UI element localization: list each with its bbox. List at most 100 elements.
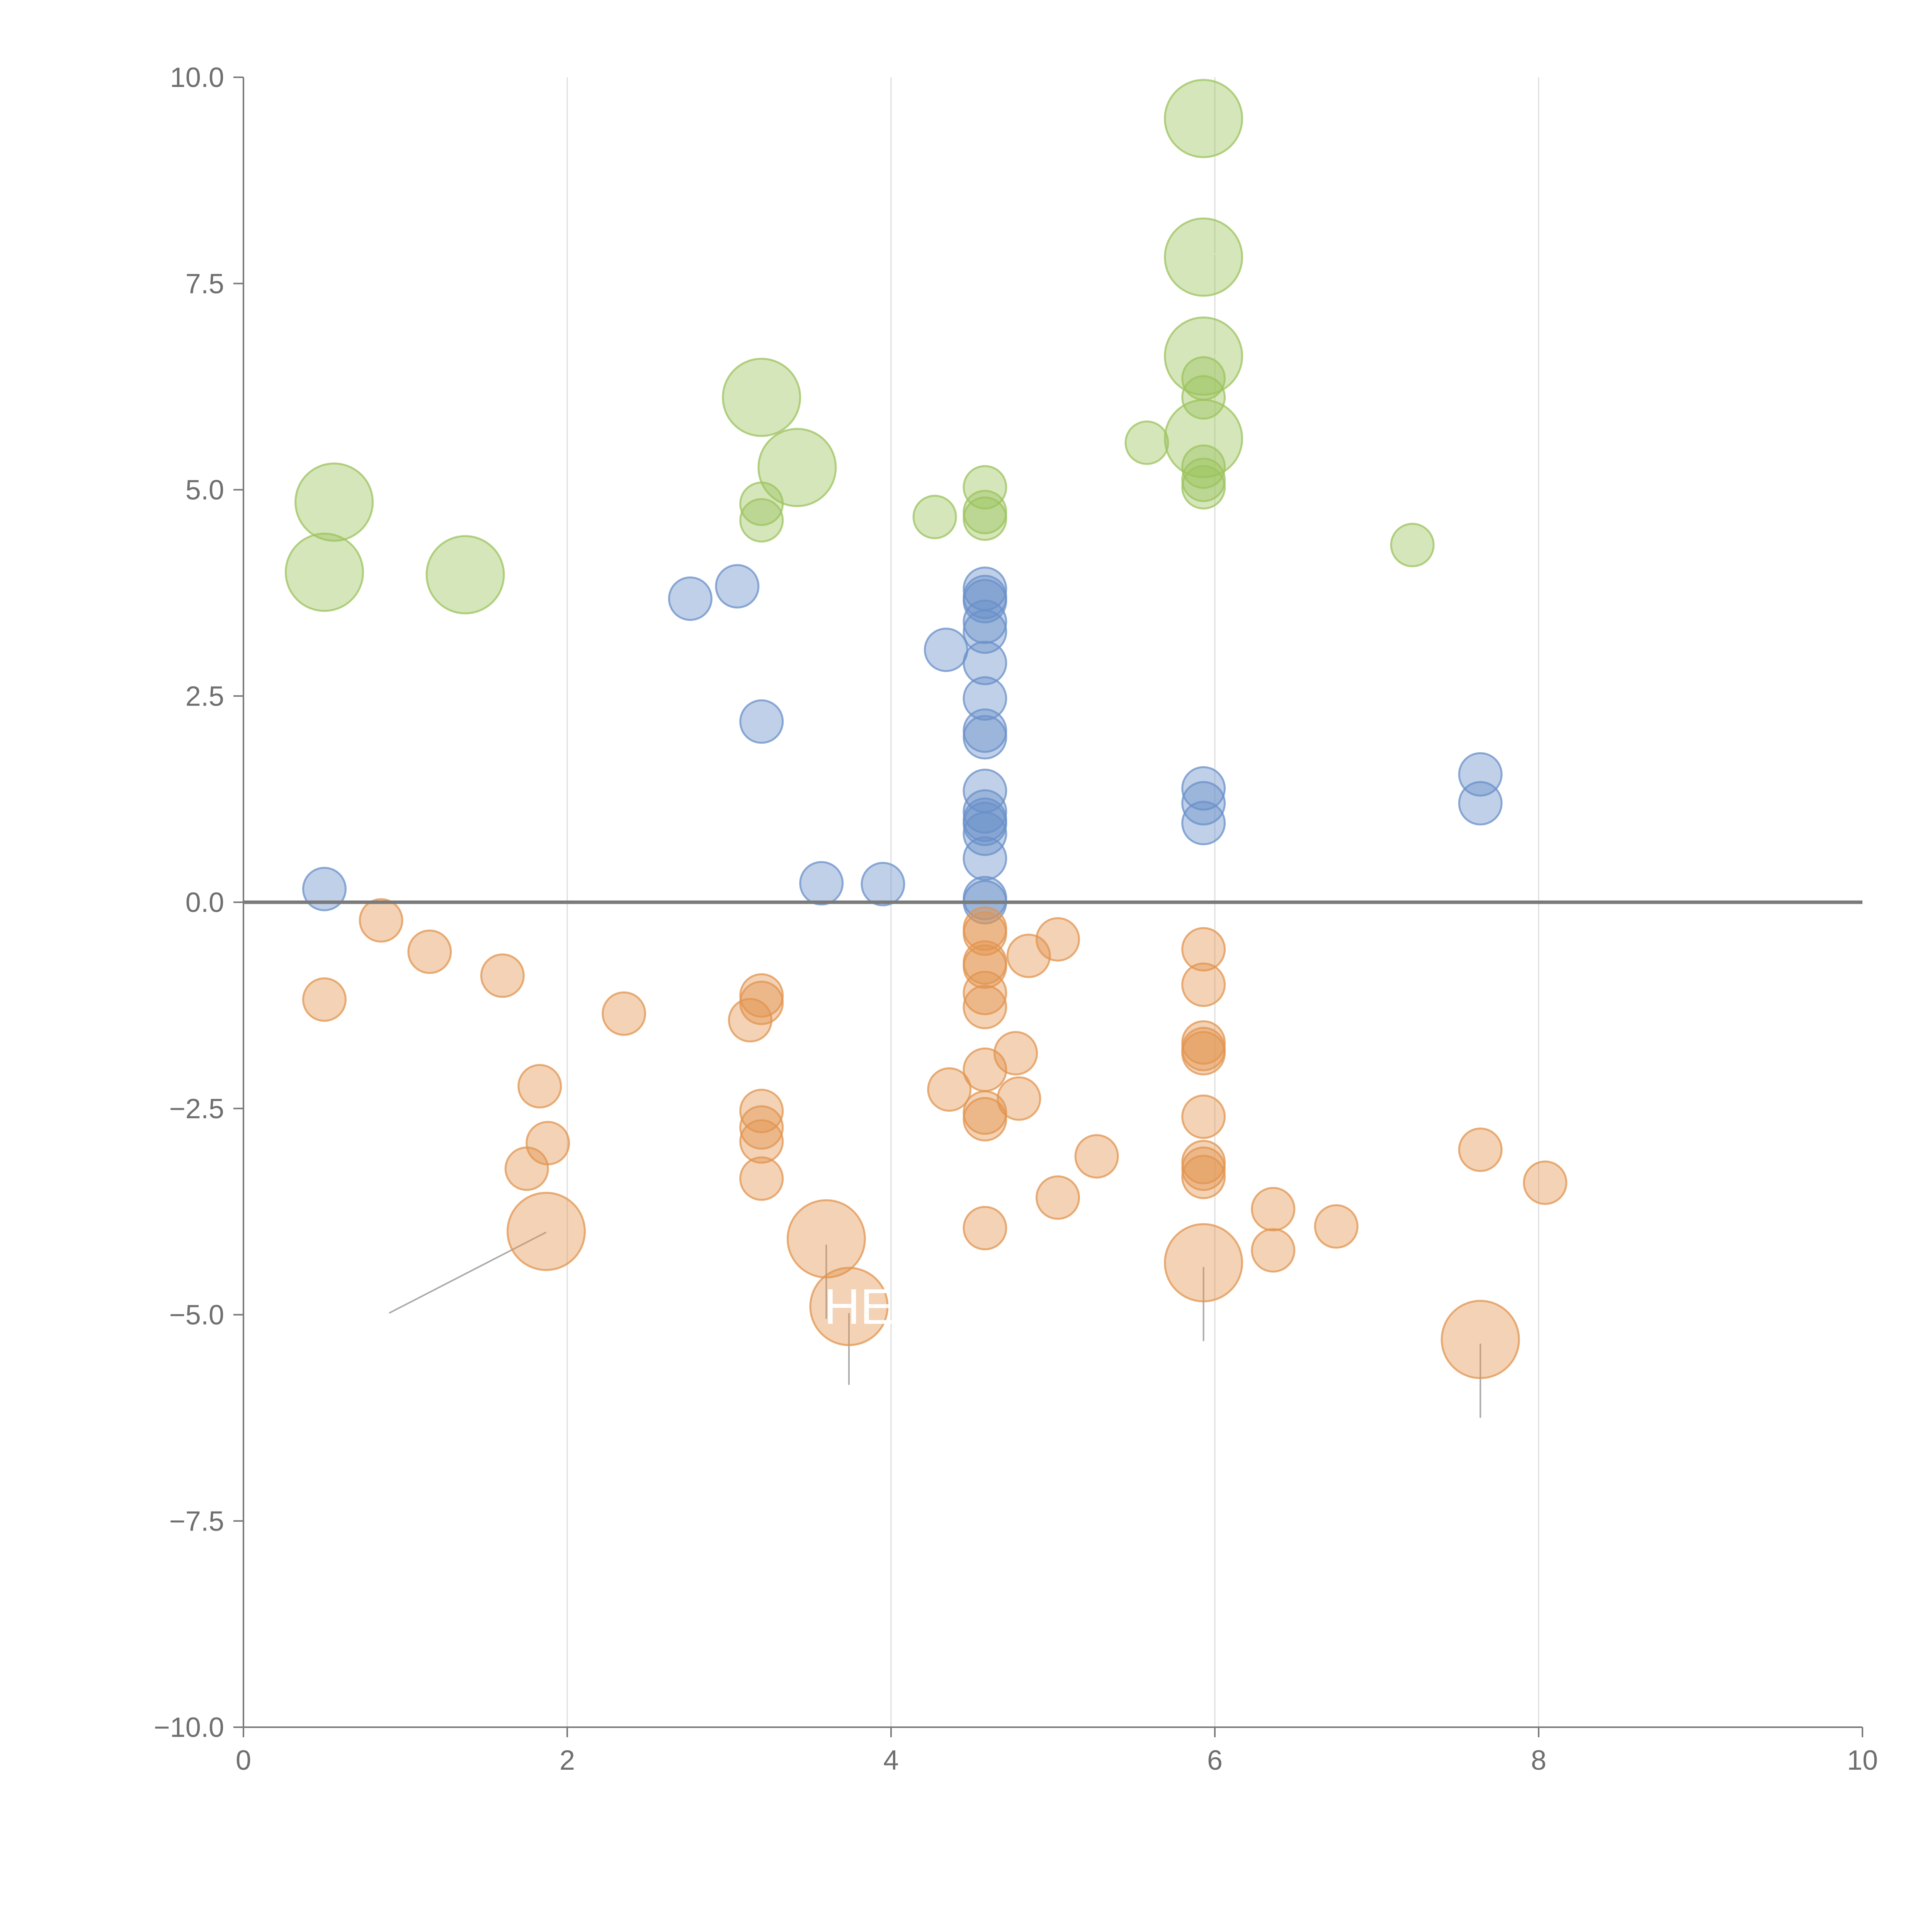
- blue-point: [963, 609, 1007, 654]
- green-point: [1181, 375, 1226, 420]
- orange-point: [1181, 1094, 1226, 1139]
- blue-point: [1181, 801, 1226, 845]
- green-point: [1164, 217, 1243, 297]
- orange-point: [963, 985, 1007, 1029]
- orange-point: [963, 971, 1007, 1015]
- orange-point: [739, 1156, 784, 1201]
- x-tick-label: 10: [1847, 1745, 1878, 1776]
- blue-point: [963, 676, 1007, 721]
- orange-point: [1314, 1204, 1359, 1249]
- leader-line-light: [332, 576, 354, 591]
- leader-line-light: [1210, 352, 1240, 357]
- blue-point: [963, 708, 1007, 753]
- green-point: [963, 490, 1007, 534]
- green-point: [963, 496, 1007, 541]
- orange-point: [504, 1146, 549, 1191]
- data-points: [285, 79, 1568, 1379]
- green-point: [722, 357, 801, 437]
- leader-line-light: [769, 382, 794, 404]
- green-point: [1164, 316, 1243, 396]
- blue-point: [963, 599, 1007, 644]
- orange-point: [1181, 1020, 1226, 1065]
- orange-point: [1181, 1155, 1226, 1199]
- orange-point: [963, 1090, 1007, 1135]
- blue-point: [302, 867, 347, 912]
- green-point: [739, 481, 784, 526]
- leader-line: [389, 1231, 547, 1314]
- green-point: [294, 463, 374, 542]
- green-point: [912, 495, 957, 539]
- leader-line-light: [340, 479, 364, 499]
- green-point: [739, 498, 784, 543]
- orange-point: [1251, 1228, 1296, 1273]
- leader-line-light: [473, 556, 500, 573]
- orange-point: [739, 980, 784, 1025]
- orange-point: [739, 1119, 784, 1164]
- green-point: [1164, 79, 1243, 158]
- orange-point: [963, 1206, 1007, 1250]
- blue-point: [963, 836, 1007, 881]
- blue-point: [963, 801, 1007, 846]
- blue-point: [715, 564, 760, 609]
- axes: 10.0 7.5 5.0 2.5 0.0 −2.5 −5.0 −7.5 −10.0 0 2 4 6 8 10: [154, 62, 1878, 1776]
- orange-point: [1440, 1300, 1520, 1379]
- annotation-leader-lines: [332, 111, 1481, 1418]
- orange-point: [507, 1192, 586, 1271]
- orange-point: [739, 1088, 784, 1133]
- green-point: [757, 428, 837, 507]
- y-tick-label: −2.5: [169, 1094, 224, 1124]
- orange-point: [1181, 1140, 1226, 1185]
- y-tick-label: 2.5: [185, 681, 224, 712]
- blue-point: [668, 576, 713, 621]
- orange-point: [993, 1031, 1038, 1076]
- green-point: [1181, 465, 1226, 510]
- orange-point: [927, 1067, 972, 1112]
- x-tick-label: 8: [1531, 1745, 1546, 1776]
- blue-point: [963, 641, 1007, 685]
- y-tick-label: 5.0: [185, 475, 224, 506]
- orange-point: [1006, 934, 1051, 978]
- orange-point: [809, 1267, 889, 1346]
- green-point: [425, 535, 505, 614]
- blue-point: [923, 628, 968, 672]
- orange-point: [997, 1076, 1041, 1121]
- orange-point: [359, 898, 403, 943]
- green-point: [285, 532, 364, 612]
- annotation-labels: HE: [243, 900, 1862, 1335]
- y-tick-label: −10.0: [154, 1712, 224, 1743]
- orange-point: [1074, 1134, 1119, 1179]
- annotation-label: HE: [824, 1278, 894, 1335]
- x-tick-label: 6: [1207, 1745, 1223, 1776]
- x-tick-label: 0: [236, 1745, 251, 1776]
- leader-line-light: [1210, 250, 1240, 256]
- orange-point: [302, 977, 347, 1022]
- orange-point: [480, 953, 525, 998]
- orange-point: [407, 929, 452, 974]
- blue-point: [1181, 766, 1226, 811]
- y-tick-label: −5.0: [169, 1300, 224, 1331]
- blue-point: [861, 862, 905, 906]
- x-tick-label: 4: [883, 1745, 899, 1776]
- orange-point: [963, 1097, 1007, 1142]
- y-tick-label: 7.5: [185, 269, 224, 299]
- orange-point: [786, 1199, 866, 1279]
- orange-point: [1251, 1187, 1296, 1231]
- orange-point: [1036, 917, 1080, 962]
- orange-point: [1181, 963, 1226, 1007]
- green-point: [1390, 523, 1435, 568]
- orange-point: [1181, 927, 1226, 972]
- y-tick-label: −7.5: [169, 1506, 224, 1537]
- orange-point: [1523, 1160, 1568, 1205]
- orange-point: [1458, 1128, 1503, 1172]
- leader-line-light: [1166, 111, 1204, 119]
- blue-point: [963, 811, 1007, 856]
- blue-point: [739, 699, 784, 744]
- blue-point: [1181, 781, 1226, 826]
- orange-point: [739, 1105, 784, 1150]
- leader-line-light: [805, 456, 835, 466]
- x-tick-label: 2: [560, 1745, 575, 1776]
- blue-point: [963, 715, 1007, 760]
- y-tick-label: 10.0: [170, 62, 224, 93]
- blue-point: [799, 861, 844, 906]
